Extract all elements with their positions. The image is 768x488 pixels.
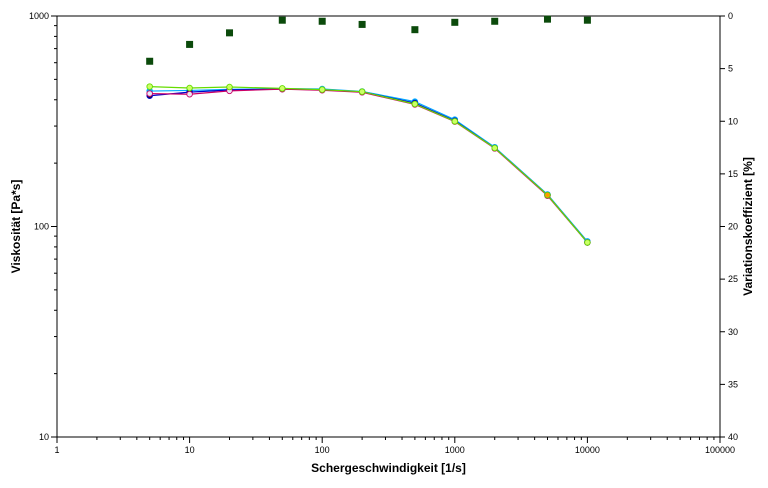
cv-point: [451, 18, 459, 26]
viscosity-point-4: [226, 83, 233, 91]
y2-tick-label: 30: [728, 327, 738, 337]
x-tick-label: 1000: [445, 445, 465, 455]
x-tick-label: 1: [54, 445, 59, 455]
y2-tick-label: 15: [728, 169, 738, 179]
y-tick-label: 100: [34, 222, 49, 232]
viscosity-series-line-4: [149, 85, 588, 243]
y2-tick-label: 25: [728, 274, 738, 284]
x-axis-title: Schergeschwindigkeit [1/s]: [311, 461, 466, 475]
viscosity-point-3: [186, 90, 193, 98]
viscosity-series-line-1: [149, 87, 588, 242]
y-tick-label: 1000: [29, 11, 49, 21]
viscosity-point-4: [491, 144, 498, 152]
cv-point: [318, 17, 326, 25]
y2-tick-label: 20: [728, 222, 738, 232]
x-tick-label: 100: [315, 445, 330, 455]
viscosity-point-4: [146, 83, 153, 90]
y2-tick-label: 0: [728, 11, 733, 21]
viscosity-point-4: [358, 88, 366, 95]
viscosity-point-4: [411, 100, 419, 108]
y2-tick-label: 5: [728, 64, 733, 74]
x-tick-label: 100000: [705, 445, 735, 455]
y2-tick-label: 10: [728, 116, 738, 126]
cv-point: [278, 16, 286, 24]
cv-point: [358, 20, 366, 28]
y-axis-title: Viskosität [Pa*s]: [9, 180, 23, 274]
y2-axis-title: Variationskoeffizient [%]: [741, 157, 755, 296]
cv-point: [226, 29, 234, 37]
cv-point: [543, 15, 551, 23]
y2-tick-label: 40: [728, 432, 738, 442]
x-tick-label: 10: [185, 445, 195, 455]
cv-point: [491, 17, 499, 25]
cv-point: [146, 57, 154, 65]
viscosity-point-4: [584, 239, 591, 246]
viscosity-point-4: [544, 191, 551, 199]
viscosity-point-4: [186, 84, 193, 92]
y-tick-label: 10: [39, 432, 49, 442]
viscosity-point-4: [318, 86, 326, 93]
cv-point: [583, 16, 591, 24]
plot-area: [56, 15, 721, 438]
viscosity-point-4: [279, 85, 286, 92]
viscosity-point-3: [146, 90, 153, 97]
viscosity-point-4: [451, 118, 459, 125]
x-tick-label: 10000: [575, 445, 600, 455]
viscosity-series-line-3: [149, 88, 588, 243]
cv-point: [411, 26, 419, 34]
cv-point: [186, 40, 194, 48]
y2-tick-label: 35: [728, 379, 738, 389]
viscosity-series-line-2: [149, 88, 588, 243]
